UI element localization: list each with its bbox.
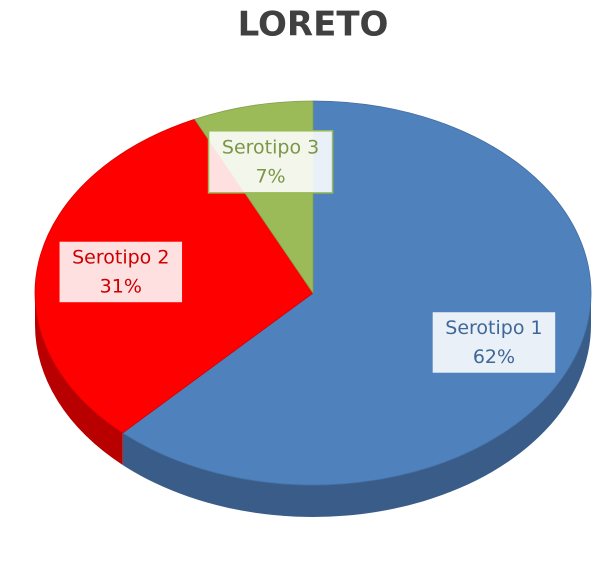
label-box	[58, 240, 184, 304]
value-label: 31%	[100, 275, 142, 297]
category-label: Serotipo 3	[222, 136, 319, 158]
pie-slice	[121, 100, 592, 486]
category-label: Serotipo 1	[445, 317, 542, 339]
value-label: 62%	[473, 346, 515, 368]
value-label: 7%	[255, 165, 285, 187]
label-box	[431, 310, 557, 375]
category-label: Serotipo 2	[72, 246, 169, 268]
slice-side	[122, 293, 591, 518]
chart-title: LORETO	[238, 5, 389, 45]
slice-side	[35, 293, 123, 465]
label-box	[207, 130, 334, 194]
